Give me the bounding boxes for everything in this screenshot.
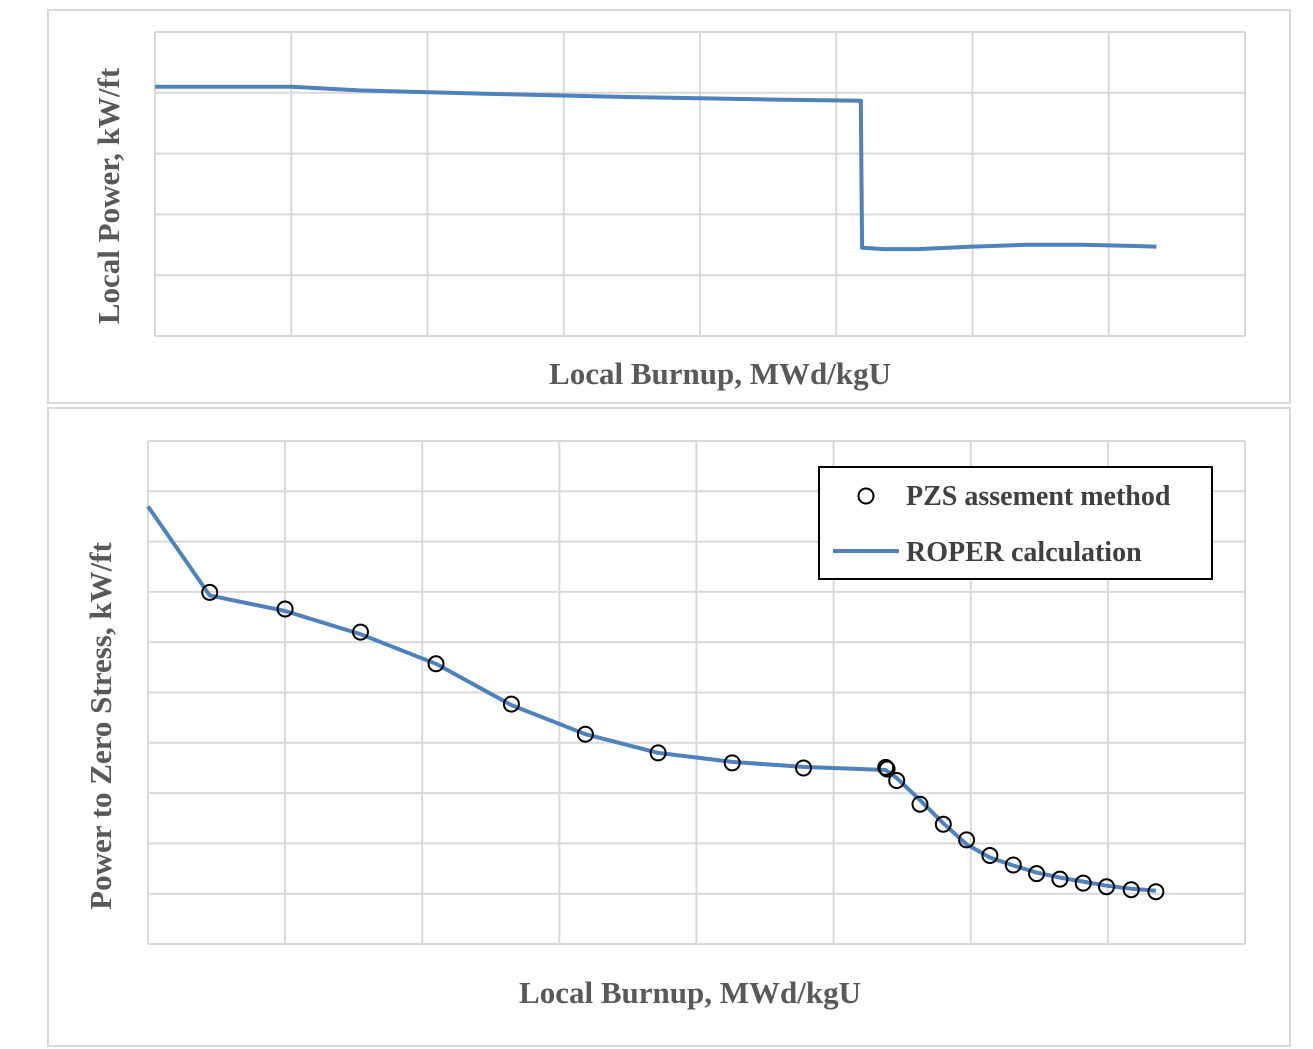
power-to-zero-stress-chart: Power to Zero Stress, kW/ft Local Burnup…	[83, 440, 1246, 1010]
top-x-axis-title: Local Burnup, MWd/kgU	[549, 356, 891, 391]
bottom-data-point	[502, 695, 520, 713]
bottom-data-point	[1147, 883, 1165, 901]
bottom-data-point	[1074, 874, 1092, 892]
top-grid	[154, 31, 1246, 337]
legend-label-pzs: PZS assement method	[906, 481, 1171, 512]
bottom-data-point	[1028, 865, 1046, 883]
bottom-data-point	[1004, 856, 1022, 874]
bottom-data-point	[1098, 878, 1115, 896]
bottom-data-point	[878, 760, 896, 778]
bottom-data-point	[934, 815, 952, 833]
bottom-data-point	[576, 725, 594, 743]
bottom-data-point	[427, 655, 445, 673]
bottom-grid	[147, 440, 1246, 945]
bottom-data-point	[649, 744, 667, 762]
bottom-data-point	[1122, 881, 1140, 899]
bottom-data-point	[723, 754, 741, 772]
bottom-series	[146, 505, 1165, 901]
legend: PZS assement method ROPER calculation	[818, 466, 1213, 580]
legend-marker-pzs	[857, 487, 875, 505]
bottom-data-point	[877, 758, 895, 776]
legend-box	[818, 466, 1213, 580]
bottom-data-point	[911, 795, 929, 813]
bottom-data-point	[1051, 870, 1069, 888]
bottom-data-point	[276, 600, 294, 618]
top-y-axis-title: Local Power, kW/ft	[91, 67, 126, 324]
top-series	[155, 84, 1157, 252]
bottom-data-point	[795, 759, 812, 777]
top-series-line-0	[155, 84, 1157, 252]
bottom-data-point	[352, 623, 369, 641]
bottom-chart-panel: Power to Zero Stress, kW/ft Local Burnup…	[47, 407, 1291, 1047]
local-power-chart: Local Power, kW/ft Local Burnup, MWd/kgU	[91, 31, 1246, 391]
bottom-data-point	[888, 772, 906, 789]
bottom-y-axis-title: Power to Zero Stress, kW/ft	[83, 542, 118, 910]
top-chart-panel: Local Power, kW/ft Local Burnup, MWd/kgU	[47, 9, 1291, 404]
bottom-data-point	[958, 831, 976, 849]
legend-label-roper: ROPER calculation	[906, 537, 1142, 568]
bottom-data-point	[981, 847, 999, 864]
bottom-x-axis-title: Local Burnup, MWd/kgU	[519, 975, 861, 1010]
bottom-data-point	[201, 583, 219, 601]
